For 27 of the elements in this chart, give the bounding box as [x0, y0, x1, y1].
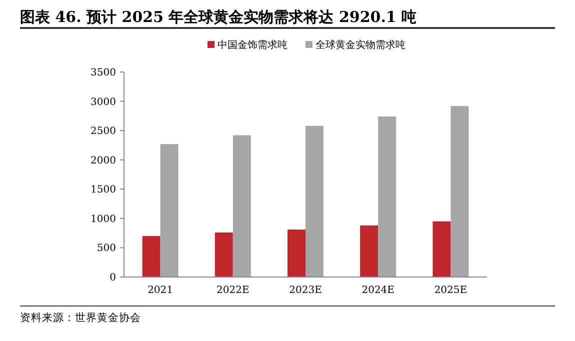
x-tick-label: 2024E	[362, 285, 394, 296]
x-tick-label: 2023E	[289, 285, 322, 296]
y-tick-label: 0	[110, 272, 116, 284]
y-tick-label: 1500	[90, 184, 116, 196]
legend-label: 中国金饰需求吨	[218, 39, 288, 51]
bar	[142, 236, 160, 277]
y-tick-label: 3500	[90, 68, 116, 78]
y-tick-label: 500	[96, 243, 116, 254]
x-tick-label: 2022E	[216, 285, 250, 296]
y-tick-label: 3000	[90, 96, 116, 108]
y-tick-label: 2000	[90, 155, 116, 166]
bar	[306, 126, 324, 277]
x-tick-label: 2021	[148, 285, 174, 296]
bar	[432, 221, 451, 277]
bar	[232, 135, 251, 277]
bar	[378, 116, 396, 277]
chart-title: 图表 46. 预计 2025 年全球黄金实物需求将达 2920.1 吨	[20, 8, 417, 26]
bar	[288, 230, 306, 277]
y-tick-label: 2500	[90, 126, 116, 138]
x-tick-label: 2025E	[434, 285, 468, 296]
bar	[450, 106, 469, 277]
y-tick-label: 1000	[90, 214, 116, 225]
bar	[160, 144, 178, 277]
text: 资料来源：世界黄金协会	[20, 311, 141, 324]
bar	[360, 225, 378, 277]
bar	[214, 232, 233, 277]
legend-label: 全球黄金实物需求吨	[316, 39, 406, 51]
